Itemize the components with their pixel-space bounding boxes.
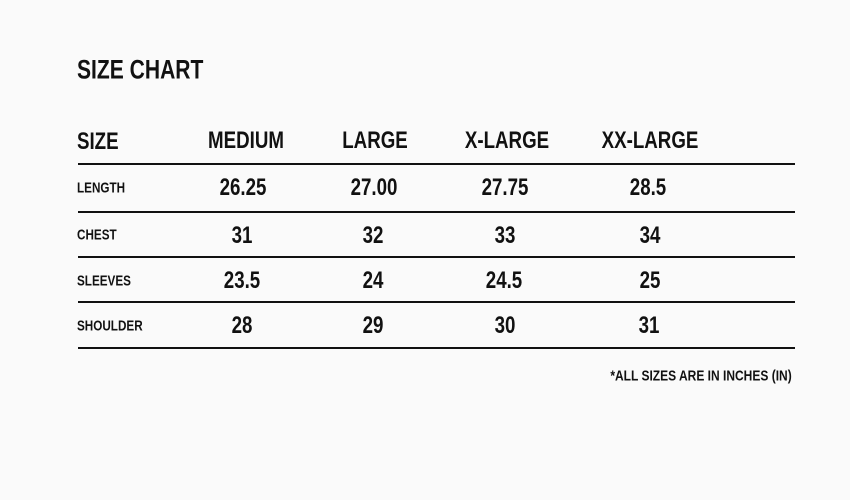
cell: 28: [231, 312, 253, 339]
row-label-shoulder: SHOULDER: [77, 317, 143, 335]
row-label-chest: CHEST: [77, 226, 117, 244]
cell: 27.75: [481, 174, 529, 201]
cell: 25: [639, 267, 661, 294]
cell: 23.5: [223, 267, 261, 294]
divider: [78, 301, 795, 303]
header-large: LARGE: [342, 127, 408, 154]
units-note: *ALL SIZES ARE IN INCHES (IN): [610, 367, 792, 385]
cell: 31: [231, 222, 253, 249]
header-x-large: X-LARGE: [464, 127, 550, 154]
cell: 28.5: [629, 174, 667, 201]
divider: [78, 256, 795, 258]
cell: 24: [362, 267, 384, 294]
cell: 34: [639, 222, 661, 249]
header-medium: MEDIUM: [208, 127, 284, 154]
cell: 26.25: [219, 174, 267, 201]
cell: 33: [494, 222, 516, 249]
divider: [78, 163, 795, 165]
cell: 32: [362, 222, 384, 249]
header-xx-large: XX-LARGE: [601, 127, 699, 154]
cell: 24.5: [485, 267, 523, 294]
divider: [78, 211, 795, 213]
row-label-sleeves: SLEEVES: [77, 272, 131, 290]
cell: 29: [362, 312, 384, 339]
divider: [78, 347, 795, 349]
row-label-length: LENGTH: [77, 179, 126, 197]
cell: 30: [494, 312, 516, 339]
cell: 31: [638, 312, 660, 339]
page-title: SIZE CHART: [77, 54, 204, 85]
cell: 27.00: [350, 174, 398, 201]
header-size: SIZE: [77, 128, 119, 155]
